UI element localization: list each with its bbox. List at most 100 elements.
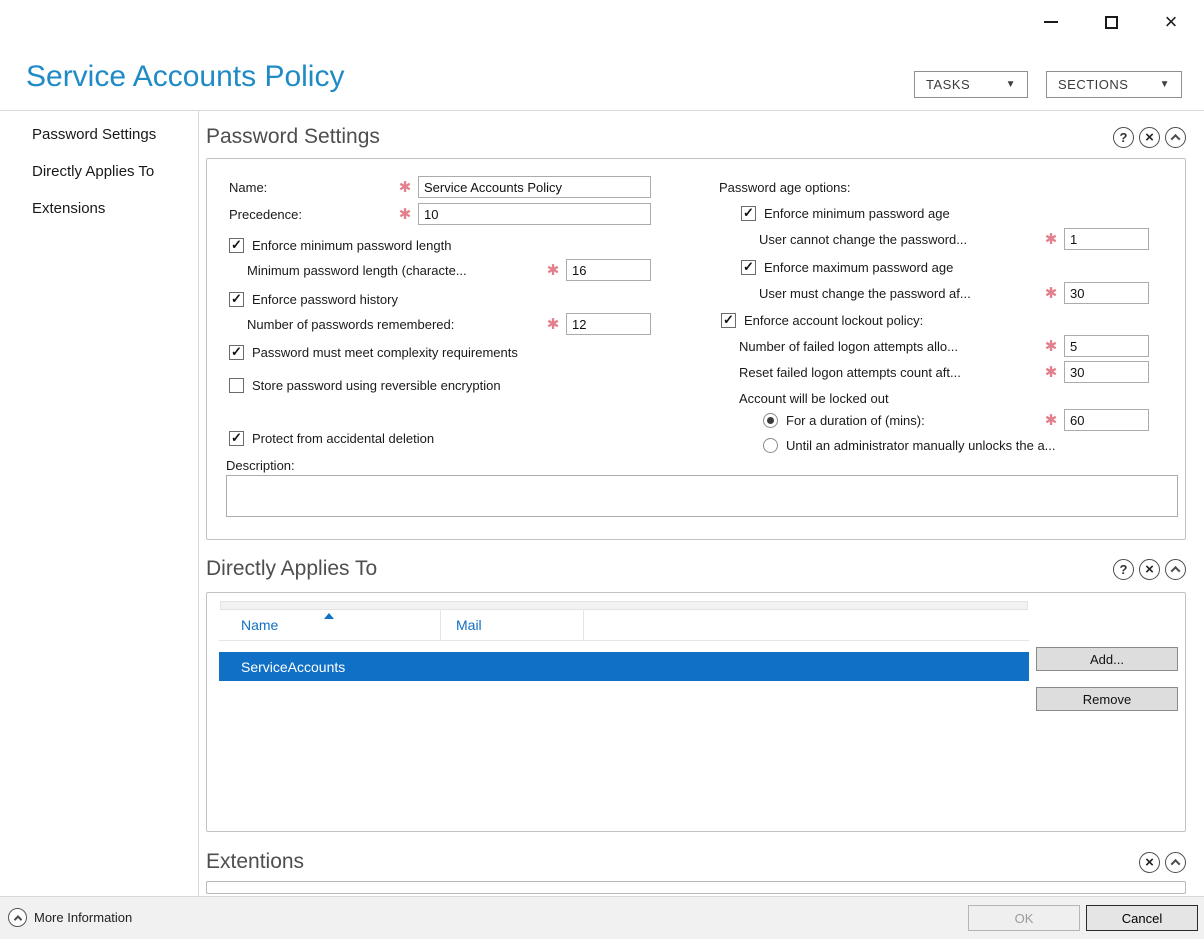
enforce-min-age-row: ✓ Enforce minimum password age: [741, 201, 950, 225]
name-label: Name:: [229, 179, 268, 195]
required-icon: ✱: [1044, 411, 1058, 429]
section-nav-sidebar: Password Settings Directly Applies To Ex…: [0, 111, 198, 896]
history-row: Number of passwords remembered: ✱: [247, 312, 651, 336]
check-icon: ✓: [743, 258, 754, 274]
reversible-row: Store password using reversible encrypti…: [229, 373, 501, 397]
reversible-checkbox[interactable]: [229, 377, 244, 393]
age-options-row: Password age options:: [719, 175, 851, 199]
lockout-label: Enforce account lockout policy:: [744, 312, 924, 328]
lockout-checkbox[interactable]: ✓: [721, 312, 736, 328]
help-icon[interactable]: ?: [1113, 127, 1134, 148]
sidebar-item-directly-applies-to[interactable]: Directly Applies To: [32, 163, 155, 180]
header-separator: [0, 110, 1204, 111]
protect-deletion-checkbox[interactable]: ✓: [229, 430, 244, 446]
required-icon: ✱: [1044, 363, 1058, 381]
column-header-mail[interactable]: Mail: [441, 610, 584, 640]
footer-bar: More Information OK Cancel: [0, 896, 1204, 939]
reversible-label: Store password using reversible encrypti…: [252, 377, 501, 393]
table-row[interactable]: ServiceAccounts: [219, 652, 1029, 681]
main-content: Password Settings ? × Name: ✱ Precedence…: [199, 111, 1204, 896]
required-icon: ✱: [546, 315, 560, 333]
close-section-icon[interactable]: ×: [1139, 559, 1160, 580]
applies-to-table: Name Mail ServiceAccounts: [219, 599, 1029, 821]
required-icon: ✱: [1044, 284, 1058, 302]
enforce-min-length-label: Enforce minimum password length: [252, 237, 452, 253]
min-age-input[interactable]: [1064, 228, 1149, 250]
complexity-checkbox[interactable]: ✓: [229, 343, 244, 360]
enforce-max-age-label: Enforce maximum password age: [764, 259, 954, 275]
chevron-down-icon: ▼: [1005, 79, 1016, 90]
column-header-name[interactable]: Name: [219, 610, 441, 640]
password-settings-section-icons: ? ×: [1113, 127, 1186, 148]
close-section-icon[interactable]: ×: [1139, 127, 1160, 148]
locked-out-row: Account will be locked out: [739, 386, 889, 410]
required-icon: ✱: [398, 205, 412, 223]
sidebar-divider: [198, 111, 199, 896]
enforce-max-age-checkbox[interactable]: ✓: [741, 258, 756, 275]
enforce-min-length-checkbox[interactable]: ✓: [229, 236, 244, 253]
duration-input[interactable]: [1064, 409, 1149, 431]
extensions-section-icons: ×: [1139, 852, 1186, 873]
until-admin-radio[interactable]: [763, 437, 778, 453]
min-length-label: Minimum password length (characte...: [247, 262, 467, 278]
protect-deletion-row: ✓ Protect from accidental deletion: [229, 426, 434, 450]
duration-row: For a duration of (mins): ✱: [763, 408, 1149, 432]
enforce-history-label: Enforce password history: [252, 291, 398, 307]
collapse-section-icon[interactable]: [1165, 127, 1186, 148]
ok-button[interactable]: OK: [968, 905, 1080, 931]
sidebar-item-extensions[interactable]: Extensions: [32, 200, 106, 217]
close-icon[interactable]: ×: [1164, 9, 1178, 34]
add-button[interactable]: Add...: [1036, 647, 1178, 671]
tasks-button[interactable]: TASKS ▼: [914, 71, 1028, 98]
table-header-row: Name Mail: [219, 610, 1029, 641]
enforce-history-checkbox[interactable]: ✓: [229, 291, 244, 307]
help-icon[interactable]: ?: [1113, 559, 1134, 580]
name-row: Name: ✱: [229, 175, 651, 199]
more-information-toggle[interactable]: More Information: [8, 908, 132, 927]
page-title: Service Accounts Policy: [26, 60, 345, 93]
description-label: Description:: [226, 457, 295, 473]
duration-label: For a duration of (mins):: [786, 412, 925, 428]
name-input[interactable]: [418, 176, 651, 198]
remove-button[interactable]: Remove: [1036, 687, 1178, 711]
check-icon: ✓: [743, 204, 754, 220]
table-top-strip: [220, 601, 1028, 610]
description-input[interactable]: [226, 475, 1178, 517]
until-admin-row: Until an administrator manually unlocks …: [763, 433, 1056, 457]
collapse-section-icon[interactable]: [1165, 559, 1186, 580]
min-length-input[interactable]: [566, 259, 651, 281]
max-age-label: User must change the password af...: [759, 285, 971, 301]
sidebar-item-password-settings[interactable]: Password Settings: [32, 126, 157, 143]
cancel-button[interactable]: Cancel: [1086, 905, 1198, 931]
directly-applies-to-section-title: Directly Applies To: [206, 557, 378, 580]
sections-button-label: SECTIONS: [1058, 77, 1129, 92]
precedence-input[interactable]: [418, 203, 651, 225]
extensions-content-strip: [206, 881, 1186, 894]
complexity-label: Password must meet complexity requiremen…: [252, 344, 518, 360]
sections-button[interactable]: SECTIONS ▼: [1046, 71, 1182, 98]
reset-count-input[interactable]: [1064, 361, 1149, 383]
maximize-icon[interactable]: [1098, 10, 1124, 34]
check-icon: ✓: [231, 343, 242, 359]
required-icon: ✱: [1044, 337, 1058, 355]
max-age-input[interactable]: [1064, 282, 1149, 304]
enforce-min-age-checkbox[interactable]: ✓: [741, 204, 756, 221]
minimize-icon[interactable]: [1038, 10, 1064, 34]
check-icon: ✓: [231, 236, 242, 252]
extensions-section-title: Extentions: [206, 850, 305, 873]
more-information-label: More Information: [34, 910, 133, 925]
password-settings-group: Name: ✱ Precedence: ✱ ✓ Enforce minimum …: [206, 158, 1186, 540]
max-age-row: User must change the password af... ✱: [759, 281, 1149, 305]
required-icon: ✱: [1044, 230, 1058, 248]
directly-applies-to-group: Name Mail ServiceAccounts Add... Remove: [206, 592, 1186, 832]
close-section-icon[interactable]: ×: [1139, 852, 1160, 873]
sort-ascending-icon: [324, 613, 334, 619]
history-input[interactable]: [566, 313, 651, 335]
chevron-up-icon: [1170, 858, 1181, 869]
failed-attempts-input[interactable]: [1064, 335, 1149, 357]
min-age-label: User cannot change the password...: [759, 231, 968, 247]
collapse-section-icon[interactable]: [1165, 852, 1186, 873]
precedence-label: Precedence:: [229, 206, 302, 222]
duration-radio[interactable]: [763, 412, 778, 428]
